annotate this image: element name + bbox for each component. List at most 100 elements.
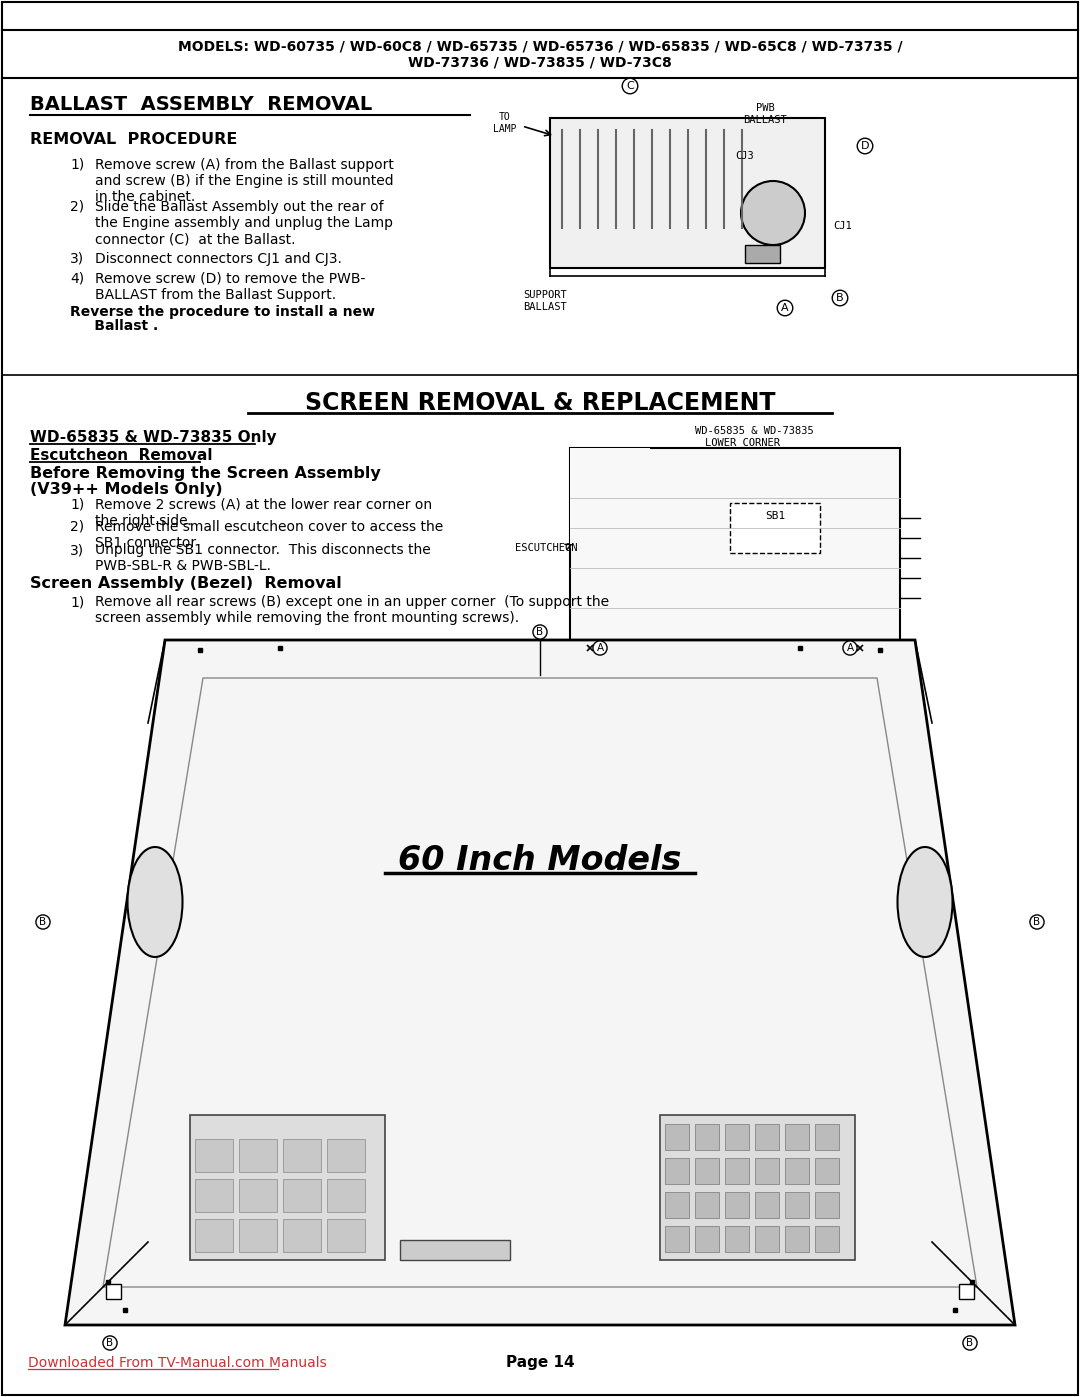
Bar bbox=[106, 1284, 121, 1299]
Bar bbox=[785, 1125, 809, 1150]
Bar bbox=[550, 117, 825, 268]
Text: Before Removing the Screen Assembly: Before Removing the Screen Assembly bbox=[30, 467, 381, 481]
Bar bbox=[665, 1227, 689, 1252]
Text: Screen Assembly (Bezel)  Removal: Screen Assembly (Bezel) Removal bbox=[30, 576, 341, 591]
Text: Unplug the SB1 connector.  This disconnects the
PWB-SBL-R & PWB-SBL-L.: Unplug the SB1 connector. This disconnec… bbox=[95, 543, 431, 573]
Bar bbox=[785, 1158, 809, 1185]
Text: Slide the Ballast Assembly out the rear of
the Engine assembly and unplug the La: Slide the Ballast Assembly out the rear … bbox=[95, 200, 393, 246]
Text: 3): 3) bbox=[70, 543, 84, 557]
Bar bbox=[239, 1220, 276, 1252]
Bar bbox=[570, 448, 900, 643]
Bar bbox=[785, 1192, 809, 1218]
Text: 2): 2) bbox=[70, 200, 84, 214]
Bar bbox=[725, 1227, 750, 1252]
Text: B: B bbox=[967, 1338, 973, 1348]
Text: Reverse the procedure to install a new: Reverse the procedure to install a new bbox=[70, 305, 375, 319]
Bar bbox=[660, 1115, 855, 1260]
Text: BALLAST  ASSEMBLY  REMOVAL: BALLAST ASSEMBLY REMOVAL bbox=[30, 95, 373, 115]
Bar bbox=[283, 1179, 321, 1213]
Bar bbox=[755, 1158, 779, 1185]
Bar bbox=[239, 1139, 276, 1172]
Text: 2): 2) bbox=[70, 520, 84, 534]
Text: B: B bbox=[1034, 916, 1040, 928]
Text: B: B bbox=[836, 293, 843, 303]
Bar bbox=[755, 1192, 779, 1218]
Bar bbox=[815, 1227, 839, 1252]
Bar bbox=[327, 1179, 365, 1213]
Ellipse shape bbox=[127, 847, 183, 957]
Text: A: A bbox=[596, 643, 604, 652]
Text: Remove 2 screws (A) at the lower rear corner on
the right side.: Remove 2 screws (A) at the lower rear co… bbox=[95, 497, 432, 528]
Text: 4): 4) bbox=[70, 272, 84, 286]
Text: Remove screw (A) from the Ballast support
and screw (B) if the Engine is still m: Remove screw (A) from the Ballast suppor… bbox=[95, 158, 394, 204]
Text: MODELS: WD-60735 / WD-60C8 / WD-65735 / WD-65736 / WD-65835 / WD-65C8 / WD-73735: MODELS: WD-60735 / WD-60C8 / WD-65735 / … bbox=[178, 41, 902, 54]
Text: Downloaded From TV-Manual.com Manuals: Downloaded From TV-Manual.com Manuals bbox=[28, 1356, 327, 1370]
Bar bbox=[730, 503, 820, 553]
Bar bbox=[283, 1139, 321, 1172]
Text: A: A bbox=[781, 303, 788, 313]
Text: Escutcheon  Removal: Escutcheon Removal bbox=[30, 448, 213, 462]
Bar bbox=[195, 1179, 233, 1213]
Text: REMOVAL  PROCEDURE: REMOVAL PROCEDURE bbox=[30, 133, 238, 148]
Bar bbox=[195, 1139, 233, 1172]
Bar bbox=[725, 1192, 750, 1218]
Text: 1): 1) bbox=[70, 158, 84, 172]
Text: (V39++ Models Only): (V39++ Models Only) bbox=[30, 482, 222, 497]
Text: 60 Inch Models: 60 Inch Models bbox=[399, 844, 681, 876]
Text: C: C bbox=[626, 81, 634, 91]
Text: A: A bbox=[847, 643, 853, 652]
Text: SB1: SB1 bbox=[765, 511, 785, 521]
Bar bbox=[725, 1158, 750, 1185]
Bar bbox=[195, 1220, 233, 1252]
Bar bbox=[815, 1192, 839, 1218]
Bar bbox=[815, 1125, 839, 1150]
Text: D: D bbox=[861, 141, 869, 151]
Bar bbox=[696, 1227, 719, 1252]
Bar bbox=[696, 1158, 719, 1185]
Text: B: B bbox=[107, 1338, 113, 1348]
Text: Disconnect connectors CJ1 and CJ3.: Disconnect connectors CJ1 and CJ3. bbox=[95, 251, 342, 265]
Bar bbox=[959, 1284, 974, 1299]
Bar bbox=[239, 1179, 276, 1213]
Bar bbox=[755, 1125, 779, 1150]
Ellipse shape bbox=[897, 847, 953, 957]
Bar bbox=[570, 448, 650, 548]
Bar bbox=[327, 1220, 365, 1252]
Text: LOWER CORNER: LOWER CORNER bbox=[705, 439, 780, 448]
Text: Ballast .: Ballast . bbox=[70, 319, 159, 332]
Text: WD-65835 & WD-73835 Only: WD-65835 & WD-73835 Only bbox=[30, 430, 276, 446]
Text: 3): 3) bbox=[70, 251, 84, 265]
Bar bbox=[725, 1125, 750, 1150]
Text: WD-73736 / WD-73835 / WD-73C8: WD-73736 / WD-73835 / WD-73C8 bbox=[408, 56, 672, 70]
Text: B: B bbox=[537, 627, 543, 637]
Bar bbox=[755, 1227, 779, 1252]
Bar bbox=[745, 244, 780, 263]
Bar bbox=[400, 1241, 510, 1260]
Text: SCREEN REMOVAL & REPLACEMENT: SCREEN REMOVAL & REPLACEMENT bbox=[305, 391, 775, 415]
Bar bbox=[815, 1158, 839, 1185]
Bar bbox=[190, 1115, 384, 1260]
Bar bbox=[785, 1227, 809, 1252]
Text: CJ3: CJ3 bbox=[735, 151, 754, 161]
Bar bbox=[665, 1158, 689, 1185]
Text: ESCUTCHEON: ESCUTCHEON bbox=[515, 543, 578, 553]
Text: Remove all rear screws (B) except one in an upper corner  (To support the
screen: Remove all rear screws (B) except one in… bbox=[95, 595, 609, 626]
Text: Remove screw (D) to remove the PWB-
BALLAST from the Ballast Support.: Remove screw (D) to remove the PWB- BALL… bbox=[95, 272, 365, 302]
Bar bbox=[665, 1192, 689, 1218]
Bar bbox=[696, 1125, 719, 1150]
Text: Page 14: Page 14 bbox=[505, 1355, 575, 1370]
Text: 1): 1) bbox=[70, 595, 84, 609]
Bar bbox=[283, 1220, 321, 1252]
Text: CJ1: CJ1 bbox=[833, 221, 852, 231]
Text: PWB
BALLAST: PWB BALLAST bbox=[743, 103, 787, 124]
Circle shape bbox=[741, 182, 805, 244]
Text: WD-65835 & WD-73835: WD-65835 & WD-73835 bbox=[696, 426, 813, 436]
Text: Remove the small escutcheon cover to access the
SB1 connector: Remove the small escutcheon cover to acc… bbox=[95, 520, 443, 550]
Bar bbox=[696, 1192, 719, 1218]
Text: 1): 1) bbox=[70, 497, 84, 511]
Text: SUPPORT
BALLAST: SUPPORT BALLAST bbox=[523, 291, 567, 312]
Polygon shape bbox=[65, 640, 1015, 1324]
Text: B: B bbox=[40, 916, 46, 928]
Bar bbox=[665, 1125, 689, 1150]
Bar bbox=[327, 1139, 365, 1172]
